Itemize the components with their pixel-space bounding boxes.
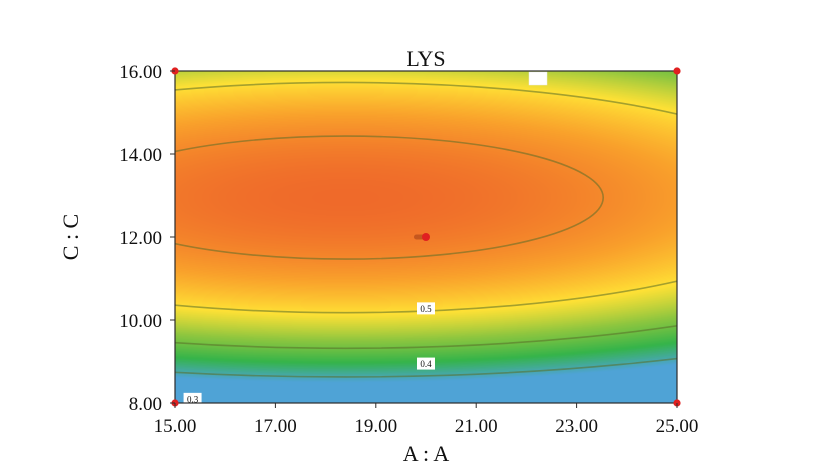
contour-label-text: 0.3 bbox=[187, 394, 199, 404]
contour-labels: 0.5 0.4 0.3 bbox=[183, 302, 435, 405]
y-tick-label: 10.00 bbox=[119, 311, 162, 332]
contour-line bbox=[175, 135, 604, 260]
x-axis: 15.00 17.00 19.00 21.00 23.00 25.00 bbox=[154, 403, 699, 437]
x-tick-label: 21.00 bbox=[455, 416, 498, 437]
x-tick-label: 23.00 bbox=[555, 416, 598, 437]
x-tick-label: 25.00 bbox=[656, 416, 699, 437]
contour-label: 0.5 bbox=[417, 302, 435, 315]
x-tick-label: 19.00 bbox=[354, 416, 397, 437]
contour-line bbox=[175, 81, 677, 314]
center-design-point bbox=[422, 233, 430, 241]
design-point bbox=[673, 67, 681, 75]
y-axis-title: C : C bbox=[58, 214, 83, 260]
x-tick-label: 15.00 bbox=[154, 416, 197, 437]
y-axis: 8.00 10.00 12.00 14.00 16.00 bbox=[119, 62, 175, 415]
y-tick-label: 12.00 bbox=[119, 228, 162, 249]
contour-label: 0.4 bbox=[417, 357, 435, 370]
contour-label-box bbox=[417, 302, 435, 315]
y-tick-label: 8.00 bbox=[129, 394, 162, 415]
contour-label-box bbox=[417, 357, 435, 370]
contour-lines bbox=[175, 81, 677, 378]
flag-marker bbox=[528, 71, 548, 86]
x-axis-title: A : A bbox=[403, 441, 450, 466]
design-points bbox=[171, 67, 681, 407]
contour-label-text: 0.4 bbox=[420, 359, 432, 369]
y-tick-label: 14.00 bbox=[119, 145, 162, 166]
chart-title: LYS bbox=[406, 46, 445, 71]
contour-line bbox=[175, 324, 677, 350]
plot-area: 0.5 0.4 0.3 bbox=[171, 67, 681, 407]
contour-label: 0.3 bbox=[183, 392, 202, 405]
x-tick-label: 17.00 bbox=[254, 416, 297, 437]
contour-label-text: 0.5 bbox=[420, 304, 432, 314]
contour-label-box bbox=[183, 392, 202, 405]
contour-line bbox=[175, 357, 677, 378]
y-tick-label: 16.00 bbox=[119, 62, 162, 83]
